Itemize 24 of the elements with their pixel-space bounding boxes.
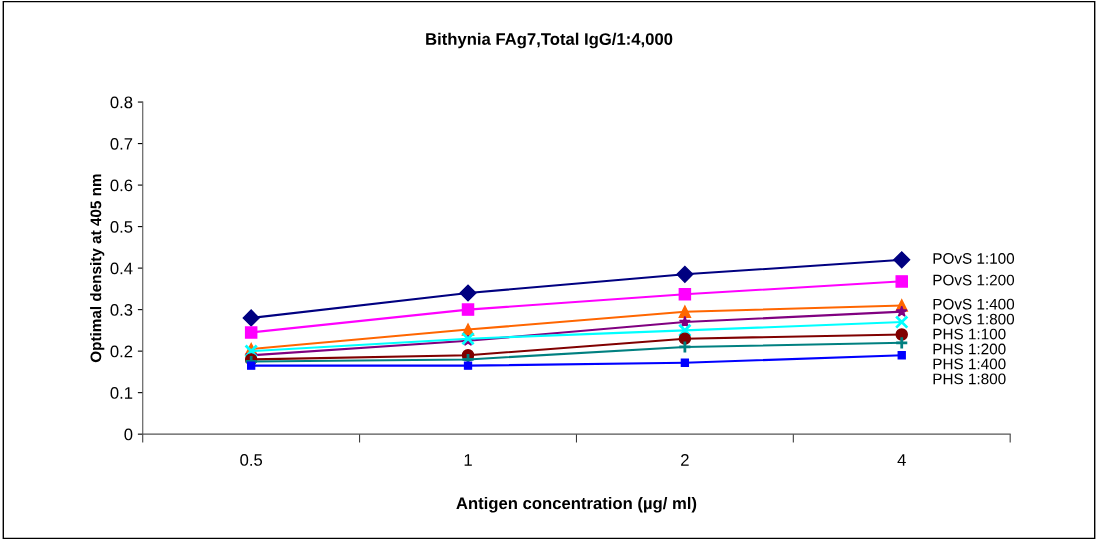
- x-tick-label: 0.5: [240, 454, 263, 466]
- text: PHS 1:400: [933, 358, 1006, 370]
- x-tick-label: 4: [897, 454, 906, 466]
- series-label: POvS 1:100: [933, 253, 1015, 264]
- x-tick-label: 1: [464, 454, 472, 466]
- series-label: POvS 1:200: [933, 274, 1015, 286]
- chart-title: Bithynia FAg7,Total IgG/1:4,000: [426, 32, 673, 49]
- series-label: PHS 1:100: [933, 328, 1006, 340]
- x-axis-title: Antigen concentration (µg/ ml): [456, 496, 697, 513]
- series-label: PHS 1:200: [933, 343, 1006, 355]
- y-tick-label: 0.4: [110, 262, 133, 275]
- y-tick-label: 0.8: [110, 96, 133, 109]
- series-label: POvS 1:400: [933, 298, 1015, 310]
- y-tick-label: 0.5: [110, 221, 133, 233]
- y-tick-label: 0.6: [110, 179, 133, 192]
- y-tick-label: 0.1: [110, 387, 133, 399]
- y-tick-label: 0: [124, 428, 133, 441]
- text: PHS 1:800: [933, 373, 1006, 385]
- y-tick-label: 0.2: [110, 345, 133, 358]
- y-axis-title: Optimal density at 405 nm: [90, 174, 105, 363]
- series-label: POvS 1:800: [933, 313, 1015, 325]
- x-tick-label: 2: [681, 454, 689, 466]
- y-tick-label: 0.7: [110, 137, 133, 150]
- y-tick-label: 0.3: [110, 304, 133, 316]
